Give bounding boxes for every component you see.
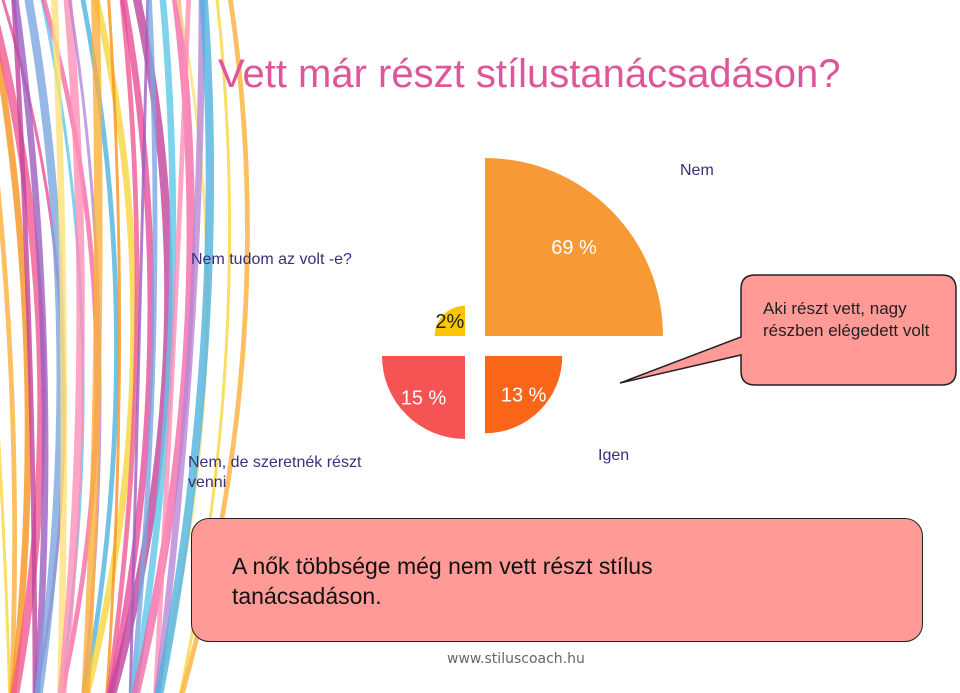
ribbon-stroke xyxy=(153,0,191,693)
category-label-nem-tudom: Nem tudom az volt -e? xyxy=(191,251,352,268)
ribbon-stroke xyxy=(11,0,38,693)
value-label: 13 % xyxy=(501,385,547,407)
decorative-ribbons xyxy=(0,0,250,693)
slice-szeretnek xyxy=(382,356,465,439)
callout-text: Aki részt vett, nagy részben elégedett v… xyxy=(763,299,930,340)
conclusion-text: A nők többsége még nem vett részt stílus… xyxy=(232,553,653,609)
ribbon-stroke xyxy=(12,0,49,693)
ribbon-stroke xyxy=(0,185,18,693)
page-title: Vett már részt stílustanácsadáson? xyxy=(218,52,841,96)
conclusion-box: A nők többsége még nem vett részt stílus… xyxy=(191,518,923,642)
ribbon-stroke xyxy=(51,0,68,693)
ribbon-stroke xyxy=(128,0,150,693)
callout-bubble xyxy=(619,274,957,386)
ribbon-stroke xyxy=(0,437,12,693)
category-label-igen: Igen xyxy=(598,447,630,464)
ribbon-stroke xyxy=(155,0,215,693)
value-label: 69 % xyxy=(551,237,597,259)
ribbon-stroke xyxy=(0,49,32,693)
value-label: 15 % xyxy=(401,387,447,409)
category-label-szeretnek: Nem, de szeretnék részt venni xyxy=(188,454,362,491)
ribbon-stroke xyxy=(130,0,177,693)
ribbon-stroke xyxy=(107,0,155,693)
ribbon-stroke xyxy=(105,0,122,693)
footer-url: www.stiluscoach.hu xyxy=(447,651,585,667)
slice-igen xyxy=(485,356,563,434)
category-label-nem: Nem xyxy=(680,162,714,179)
ribbon-stroke xyxy=(129,0,158,693)
value-label: 2% xyxy=(435,311,464,333)
slice-nem xyxy=(485,158,663,336)
ribbon-stroke xyxy=(81,0,103,693)
ribbon-stroke xyxy=(154,0,206,693)
slice-nem-tudom xyxy=(434,305,465,336)
ribbon-stroke xyxy=(57,0,85,693)
ribbon-stroke xyxy=(106,0,140,693)
